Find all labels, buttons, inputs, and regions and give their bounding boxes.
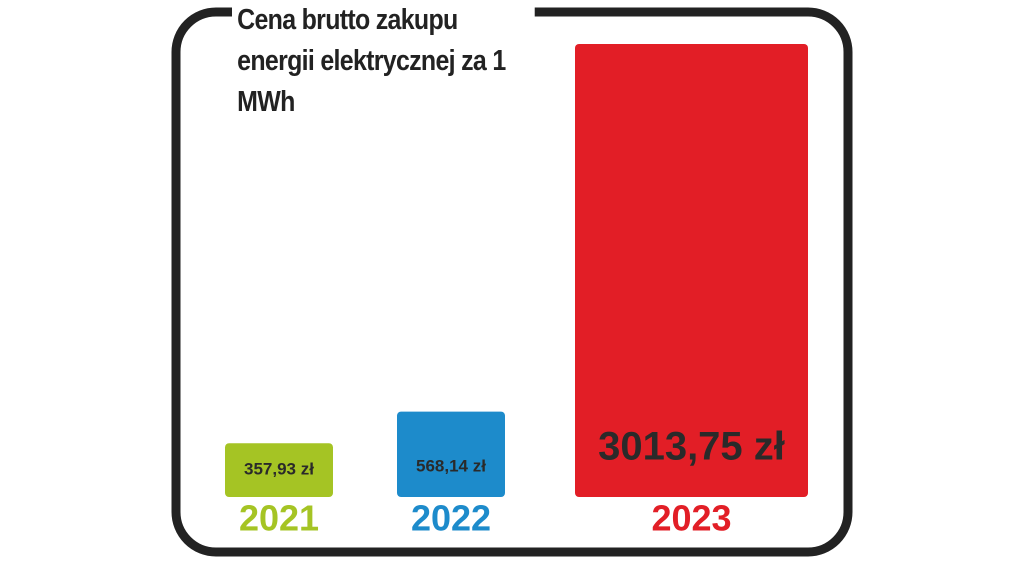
- value-label: 568,14 zł: [416, 456, 486, 475]
- category-label: 2023: [651, 498, 731, 539]
- category-label: 2021: [239, 498, 319, 539]
- bar: [397, 411, 505, 497]
- chart-title: Cena brutto zakupu energii elektrycznej …: [232, 0, 535, 123]
- bar: [225, 443, 333, 497]
- category-label: 2022: [411, 498, 491, 539]
- bar: [575, 44, 808, 497]
- value-label: 3013,75 zł: [598, 425, 785, 469]
- value-label: 357,93 zł: [244, 460, 314, 479]
